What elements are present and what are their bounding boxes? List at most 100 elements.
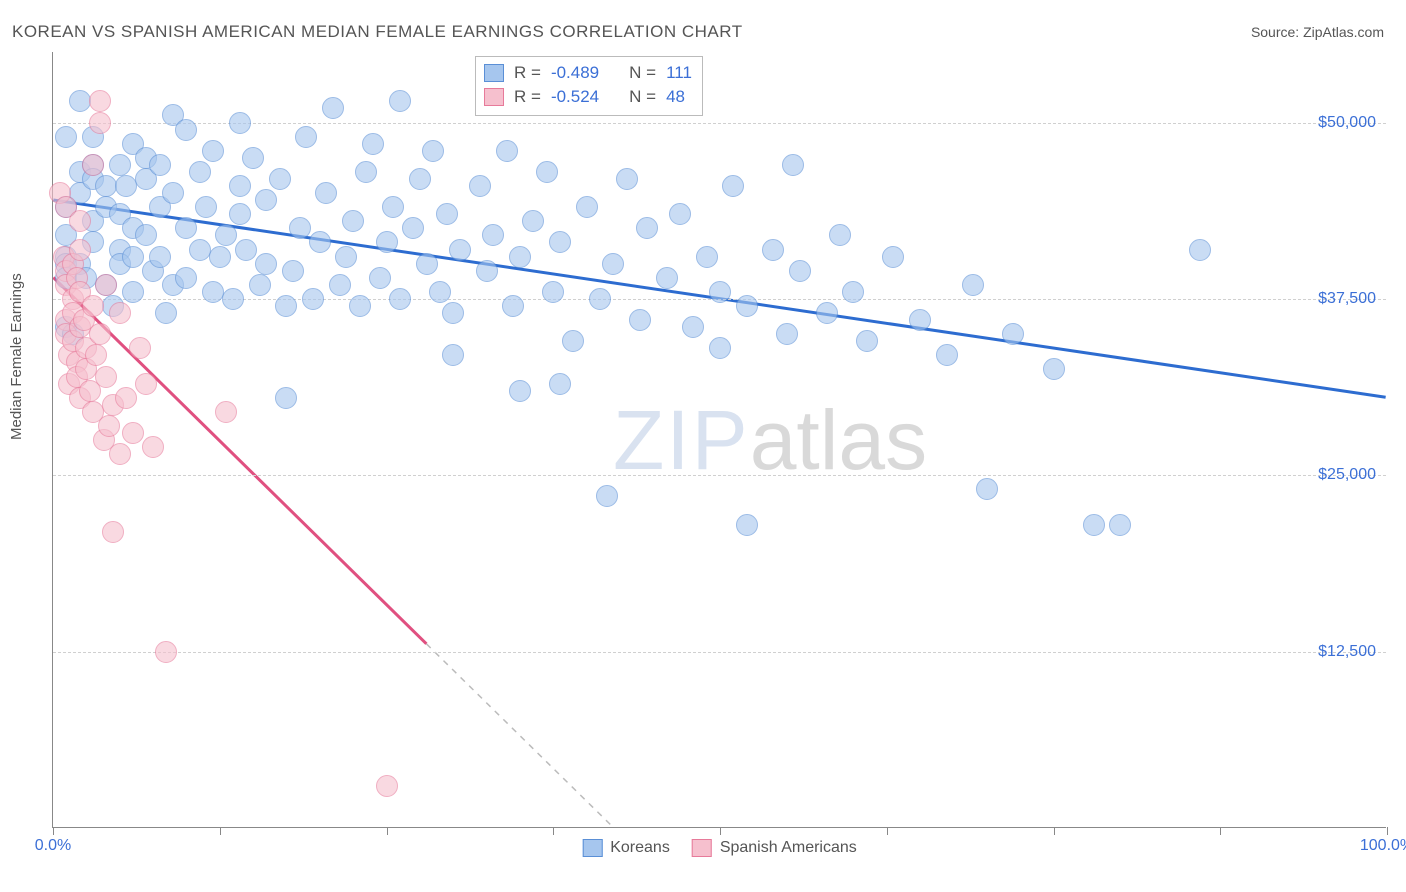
data-point — [149, 154, 171, 176]
data-point — [89, 112, 111, 134]
data-point — [349, 295, 371, 317]
data-point — [589, 288, 611, 310]
data-point — [829, 224, 851, 246]
x-tick — [53, 827, 54, 835]
data-point — [502, 295, 524, 317]
data-point — [122, 281, 144, 303]
data-point — [115, 175, 137, 197]
data-point — [89, 323, 111, 345]
data-point — [496, 140, 518, 162]
data-point — [536, 161, 558, 183]
data-point — [736, 295, 758, 317]
data-point — [596, 485, 618, 507]
data-point — [149, 246, 171, 268]
data-point — [442, 344, 464, 366]
data-point — [436, 203, 458, 225]
gridline — [53, 123, 1386, 124]
data-point — [249, 274, 271, 296]
data-point — [69, 90, 91, 112]
data-point — [736, 514, 758, 536]
data-point — [329, 274, 351, 296]
data-point — [222, 288, 244, 310]
series-legend: KoreansSpanish Americans — [582, 839, 857, 857]
data-point — [509, 380, 531, 402]
data-point — [549, 231, 571, 253]
gridline — [53, 652, 1386, 653]
data-point — [135, 224, 157, 246]
y-tick-label: $37,500 — [1318, 290, 1376, 308]
data-point — [389, 90, 411, 112]
data-point — [616, 168, 638, 190]
data-point — [109, 302, 131, 324]
data-point — [342, 210, 364, 232]
x-tick — [887, 827, 888, 835]
data-point — [282, 260, 304, 282]
data-point — [255, 189, 277, 211]
data-point — [1109, 514, 1131, 536]
legend-swatch — [692, 839, 712, 857]
x-tick-label: 0.0% — [35, 837, 71, 855]
data-point — [229, 203, 251, 225]
data-point — [762, 239, 784, 261]
data-point — [842, 281, 864, 303]
data-point — [369, 267, 391, 289]
data-point — [98, 415, 120, 437]
data-point — [636, 217, 658, 239]
data-point — [69, 210, 91, 232]
data-point — [782, 154, 804, 176]
legend-item: Koreans — [582, 839, 670, 857]
data-point — [962, 274, 984, 296]
data-point — [195, 196, 217, 218]
data-point — [669, 203, 691, 225]
data-point — [109, 443, 131, 465]
data-point — [549, 373, 571, 395]
data-point — [355, 161, 377, 183]
data-point — [275, 387, 297, 409]
data-point — [449, 239, 471, 261]
x-tick — [220, 827, 221, 835]
data-point — [416, 253, 438, 275]
data-point — [522, 210, 544, 232]
data-point — [709, 337, 731, 359]
chart-title: KOREAN VS SPANISH AMERICAN MEDIAN FEMALE… — [12, 22, 743, 42]
data-point — [135, 373, 157, 395]
gridline — [53, 475, 1386, 476]
data-point — [442, 302, 464, 324]
data-point — [322, 97, 344, 119]
data-point — [109, 154, 131, 176]
data-point — [175, 267, 197, 289]
legend-swatch — [484, 88, 504, 106]
y-axis-label: Median Female Earnings — [8, 273, 25, 440]
stats-legend-row: R = -0.489N = 111 — [484, 61, 692, 85]
data-point — [82, 154, 104, 176]
data-point — [95, 175, 117, 197]
data-point — [55, 126, 77, 148]
data-point — [129, 337, 151, 359]
data-point — [295, 126, 317, 148]
data-point — [155, 302, 177, 324]
data-point — [215, 401, 237, 423]
data-point — [315, 182, 337, 204]
data-point — [309, 231, 331, 253]
data-point — [576, 196, 598, 218]
data-point — [175, 217, 197, 239]
data-point — [422, 140, 444, 162]
data-point — [335, 246, 357, 268]
data-point — [242, 147, 264, 169]
data-point — [476, 260, 498, 282]
data-point — [69, 239, 91, 261]
data-point — [122, 422, 144, 444]
data-point — [162, 182, 184, 204]
data-point — [696, 246, 718, 268]
data-point — [789, 260, 811, 282]
y-tick-label: $50,000 — [1318, 114, 1376, 132]
plot-area: ZIPatlas R = -0.489N = 111R = -0.524N = … — [52, 52, 1386, 828]
data-point — [976, 478, 998, 500]
data-point — [1189, 239, 1211, 261]
data-point — [175, 119, 197, 141]
data-point — [376, 775, 398, 797]
data-point — [936, 344, 958, 366]
data-point — [656, 267, 678, 289]
data-point — [275, 295, 297, 317]
data-point — [189, 239, 211, 261]
